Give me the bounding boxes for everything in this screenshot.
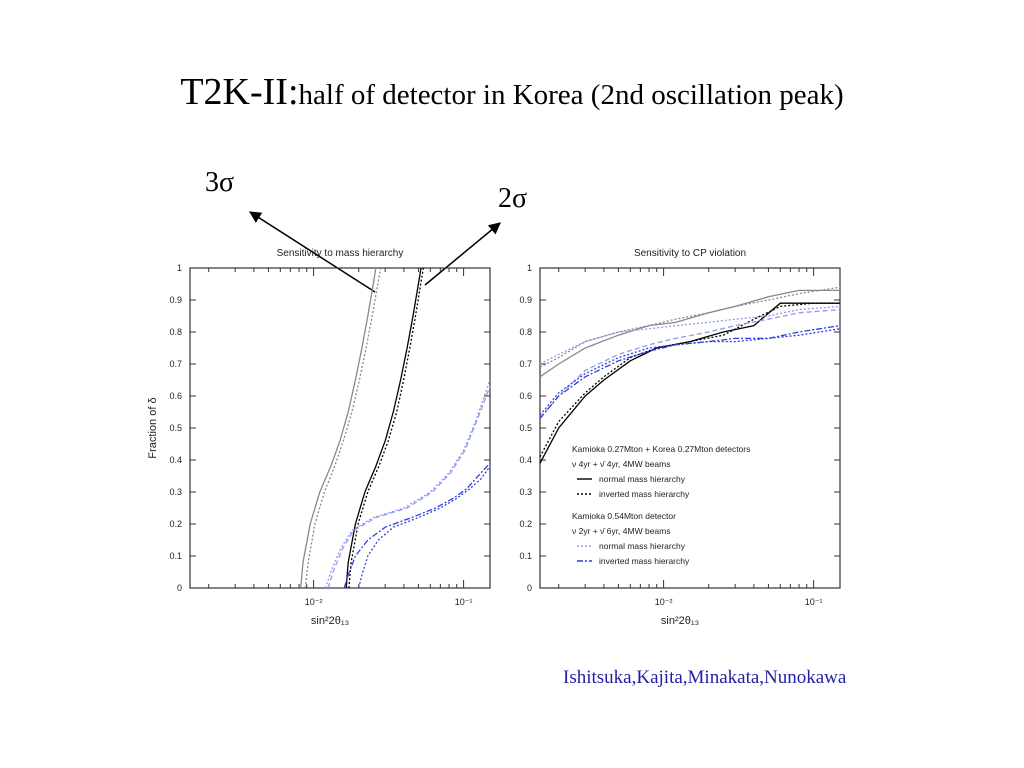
legend-header: Kamioka 0.27Mton + Korea 0.27Mton detect… [572,444,750,454]
y-tick-label: 1 [527,263,532,273]
sigma2-label: 2σ [498,183,528,214]
series-line-7 [539,324,841,419]
series-line-2 [539,286,841,368]
sigma3-label: 3σ [205,167,235,198]
series-line-4 [539,302,840,458]
series-line-6 [539,308,841,419]
plot-frame [539,267,841,589]
series-line-3 [345,267,422,589]
series-line-8 [539,328,841,416]
series-line-1 [300,267,377,589]
y-tick-label: 0.2 [519,519,532,529]
y-tick-label: 1 [177,263,182,273]
slide-title: T2K-II:half of detector in Korea (2nd os… [0,70,1024,114]
x-axis-label: sin²2θ₁₃ [311,615,349,627]
series-line-4 [348,267,425,589]
y-tick-label: 0.4 [169,455,182,465]
author-credit: Ishitsuka,Kajita,Minakata,Nunokawa [563,667,847,688]
chart-title: Sensitivity to CP violation [634,248,746,259]
legend-header: ν 4yr + ν̄ 4yr, 4MW beams [572,459,671,469]
y-tick-label: 0.9 [519,295,532,305]
x-axis-label: sin²2θ₁₃ [661,615,699,627]
legend-header: ν 2yr + ν̄ 6yr, 4MW beams [572,526,671,536]
arrow-2sigma [424,222,501,286]
y-tick-label: 0.8 [519,327,532,337]
x-tick-label: 10⁻¹ [455,597,473,607]
x-tick-label: 10⁻² [655,597,673,607]
y-tick-label: 0 [527,583,532,593]
title-rest: half of detector in Korea (2nd oscillati… [298,79,844,111]
series-line-7 [343,462,491,589]
title-prefix: T2K-II: [180,71,299,113]
legend-item: normal mass hierarchy [599,474,686,484]
legend-item: normal mass hierarchy [599,541,686,551]
y-tick-label: 0.3 [519,487,532,497]
series-line-5 [539,305,841,365]
x-tick-label: 10⁻² [305,597,323,607]
series-line-5 [324,379,491,589]
legend-item: inverted mass hierarchy [599,489,690,499]
plot-frame [189,267,491,589]
y-tick-label: 0.5 [519,423,532,433]
y-tick-label: 0.4 [519,455,532,465]
series-line-6 [327,386,491,589]
y-tick-label: 0.2 [169,519,182,529]
x-tick-label: 10⁻¹ [805,597,823,607]
legend-header: Kamioka 0.54Mton detector [572,511,676,521]
y-tick-label: 0.7 [169,359,182,369]
y-tick-label: 0.1 [169,551,182,561]
y-tick-label: 0.9 [169,295,182,305]
series-line-1 [539,289,840,378]
y-tick-label: 0.5 [169,423,182,433]
y-tick-label: 0 [177,583,182,593]
legend-item: inverted mass hierarchy [599,556,690,566]
y-tick-label: 0.6 [519,391,532,401]
y-tick-label: 0.3 [169,487,182,497]
y-tick-label: 0.7 [519,359,532,369]
y-axis-label: Fraction of δ [147,397,159,458]
y-tick-label: 0.1 [519,551,532,561]
arrow-3sigma [248,211,376,293]
y-tick-label: 0.8 [169,327,182,337]
chart-title: Sensitivity to mass hierarchy [277,248,404,259]
y-tick-label: 0.6 [169,391,182,401]
series-line-3 [539,302,840,464]
